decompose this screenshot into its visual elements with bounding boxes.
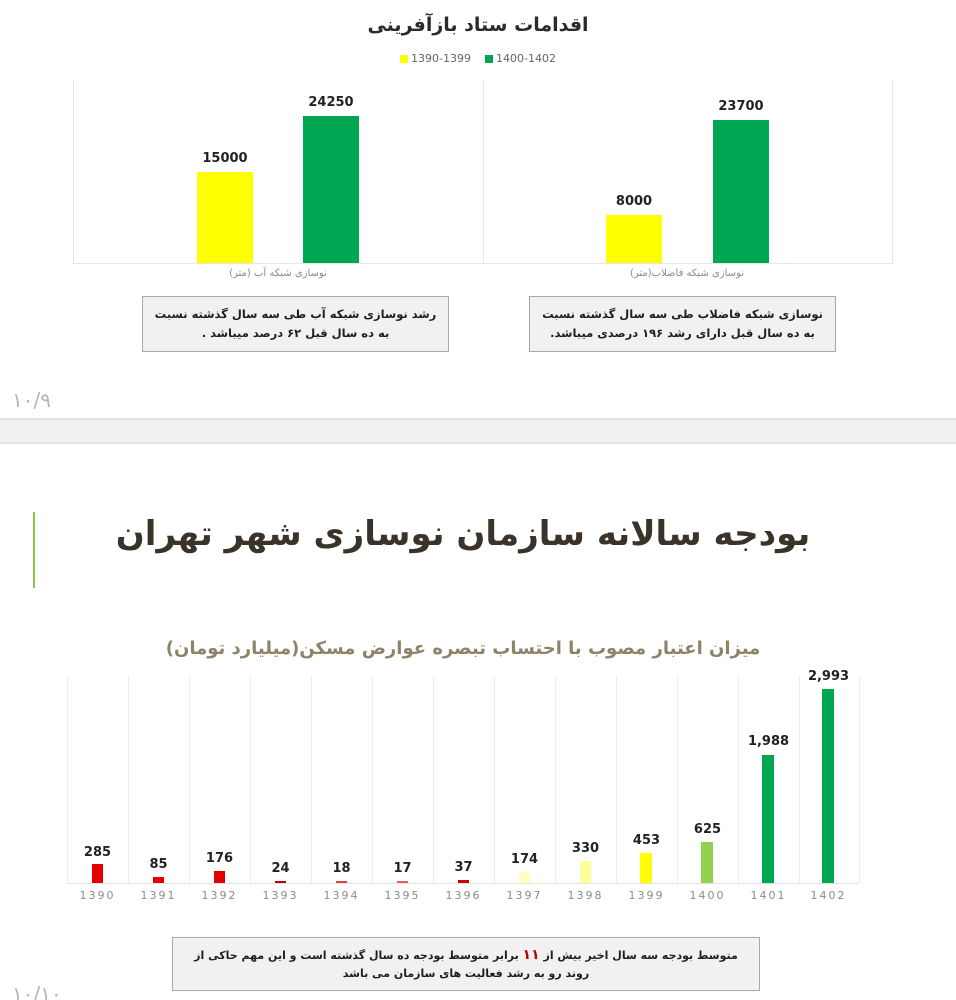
bar-1398 — [580, 861, 591, 883]
legend-label: 1400-1402 — [496, 52, 556, 65]
accent-line — [33, 512, 35, 588]
bar-1396 — [458, 880, 469, 883]
bar-value-label: 8000 — [615, 194, 653, 209]
bar-1401 — [762, 755, 774, 883]
x-tick-label: 1402 — [810, 889, 847, 902]
note-text-part1: متوسط بودجه سه سال اخیر بیش از — [543, 948, 738, 962]
legend-item-1390-1399: 1390-1399 — [400, 52, 471, 65]
bar-1402 — [822, 689, 834, 883]
grid-line — [372, 676, 373, 883]
section-title: بودجه سالانه سازمان نوسازی شهر تهران — [115, 514, 811, 554]
bar-value-label: 174 — [510, 852, 539, 867]
x-tick-label: 1399 — [628, 889, 665, 902]
note-sewage-growth: نوسازی شبکه فاضلاب طی سه سال گذشته نسبت … — [529, 296, 836, 352]
grid-line — [677, 676, 678, 883]
grid-line — [859, 676, 860, 883]
bar-sewage-1400-1402 — [713, 120, 769, 263]
bar-1391 — [153, 877, 164, 883]
bar-1400 — [701, 842, 713, 883]
grid-line — [494, 676, 495, 883]
top-chart-title: اقدامات ستاد بازآفرینی — [367, 14, 589, 36]
grid-line — [128, 676, 129, 883]
bar-1392 — [214, 871, 225, 883]
bar-value-label: 1,988 — [747, 734, 790, 749]
bar-value-label: 625 — [693, 822, 722, 837]
note-water-growth: رشد نوسازی شبکه آب طی سه سال گذشته نسبت … — [142, 296, 449, 352]
bar-value-label: 85 — [149, 857, 168, 872]
x-tick-label: 1401 — [750, 889, 787, 902]
bar-value-label: 285 — [83, 845, 112, 860]
grid-line — [616, 676, 617, 883]
grid-line — [189, 676, 190, 883]
legend-swatch-yellow — [400, 54, 409, 63]
x-tick-label: 1395 — [384, 889, 421, 902]
page-separator — [0, 418, 956, 444]
bar-value-label: 24250 — [308, 95, 354, 110]
bar-value-label: 37 — [454, 860, 473, 875]
grid-line — [250, 676, 251, 883]
page-number: ۱۰/۱۰ — [12, 982, 62, 1000]
note-text: نوسازی شبکه فاضلاب طی سه سال گذشته نسبت … — [542, 307, 823, 340]
note-text: متوسط بودجه سه سال اخیر بیش از ۱۱ برابر … — [187, 946, 745, 983]
grid-line — [311, 676, 312, 883]
x-axis-baseline — [67, 883, 859, 884]
legend-swatch-green — [485, 54, 493, 63]
bar-sewage-1390-1399 — [606, 215, 662, 263]
x-tick-label: 1390 — [79, 889, 116, 902]
bar-value-label: 453 — [632, 833, 661, 848]
x-tick-label: 1393 — [262, 889, 299, 902]
note-text: رشد نوسازی شبکه آب طی سه سال گذشته نسبت … — [154, 307, 437, 340]
top-chart-divider — [483, 80, 484, 264]
page-number: ۱۰/۹ — [12, 388, 51, 412]
legend-label: 1390-1399 — [411, 52, 471, 65]
bar-water-1390-1399 — [197, 172, 253, 263]
bar-value-label: 24 — [271, 861, 290, 876]
x-tick-label: 1394 — [323, 889, 360, 902]
category-label-water: نوسازی شبکه آب (متر) — [229, 268, 327, 279]
bar-1399 — [640, 853, 652, 883]
bar-value-label: 176 — [205, 851, 234, 866]
x-tick-label: 1400 — [689, 889, 726, 902]
x-tick-label: 1396 — [445, 889, 482, 902]
bar-1390 — [92, 864, 103, 883]
x-tick-label: 1392 — [201, 889, 238, 902]
bar-value-label: 17 — [393, 861, 412, 876]
category-label-sewage: نوسازی شبکه فاضلاب(متر) — [629, 268, 745, 279]
note-budget-growth: متوسط بودجه سه سال اخیر بیش از ۱۱ برابر … — [172, 937, 760, 991]
bar-value-label: 2,993 — [807, 669, 850, 684]
bar-value-label: 330 — [571, 841, 600, 856]
x-tick-label: 1391 — [140, 889, 177, 902]
grid-line — [738, 676, 739, 883]
bar-1393 — [275, 881, 286, 883]
legend-item-1400-1402: 1400-1402 — [485, 52, 556, 65]
chart-subtitle: میزان اعتبار مصوب با احتساب تبصره عوارض … — [165, 638, 761, 659]
bar-1394 — [336, 881, 347, 883]
x-tick-label: 1398 — [567, 889, 604, 902]
grid-line — [433, 676, 434, 883]
bar-value-label: 18 — [332, 861, 351, 876]
bar-1397 — [519, 872, 530, 883]
bar-value-label: 23700 — [718, 99, 764, 114]
x-tick-label: 1397 — [506, 889, 543, 902]
note-highlight-number: ۱۱ — [522, 946, 540, 963]
grid-line — [799, 676, 800, 883]
grid-line — [555, 676, 556, 883]
bar-1395 — [397, 881, 408, 883]
top-chart-legend: 1390-1399 1400-1402 — [0, 52, 956, 65]
bar-water-1400-1402 — [303, 116, 359, 263]
note-text-part2: برابر متوسط بودجه ده سال گذشته است و این… — [194, 948, 590, 980]
bar-value-label: 15000 — [202, 151, 248, 166]
grid-line — [67, 676, 68, 883]
